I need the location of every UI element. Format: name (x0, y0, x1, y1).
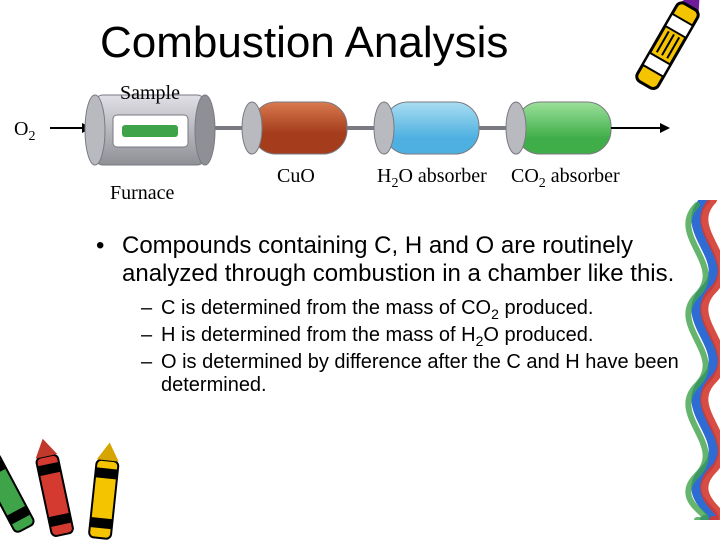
bullet-dash-icon: – (141, 324, 161, 349)
squiggle-icon (675, 200, 720, 520)
bullet-sub-1: – C is determined from the mass of CO2 p… (141, 297, 686, 322)
bullet-sub-3: – O is determined by difference after th… (141, 351, 686, 397)
bullet-list: • Compounds containing C, H and O are ro… (96, 232, 686, 399)
cuo-chamber-icon (242, 102, 347, 154)
bullet-dash-icon: – (141, 297, 161, 322)
combustion-diagram: O2 Sample Furnace CuO H2O absorber CO2 a… (10, 80, 710, 210)
bullet-main-text: Compounds containing C, H and O are rout… (122, 232, 686, 287)
bullet-main: • Compounds containing C, H and O are ro… (96, 232, 686, 287)
bullet-sub-text: H is determined from the mass of H2O pro… (161, 324, 593, 349)
furnace-label: Furnace (110, 182, 174, 205)
co2-absorber-icon (506, 102, 611, 154)
bullet-sub-text: O is determined by difference after the … (161, 351, 686, 397)
bullet-sub-text: C is determined from the mass of CO2 pro… (161, 297, 593, 322)
co2-absorber-label: CO2 absorber (511, 165, 620, 192)
bullet-dot-icon: • (96, 232, 122, 287)
slide-title: Combustion Analysis (100, 18, 508, 68)
furnace-icon (85, 95, 215, 165)
bullet-sub-2: – H is determined from the mass of H2O p… (141, 324, 686, 349)
sample-label: Sample (120, 82, 180, 105)
bullet-dash-icon: – (141, 351, 161, 397)
cuo-label: CuO (277, 165, 315, 188)
slide: Combustion Analysis (0, 0, 720, 540)
h2o-absorber-icon (374, 102, 479, 154)
o2-label: O2 (14, 118, 35, 145)
crayons-bottom-icon (0, 410, 160, 550)
h2o-absorber-label: H2O absorber (377, 165, 487, 192)
